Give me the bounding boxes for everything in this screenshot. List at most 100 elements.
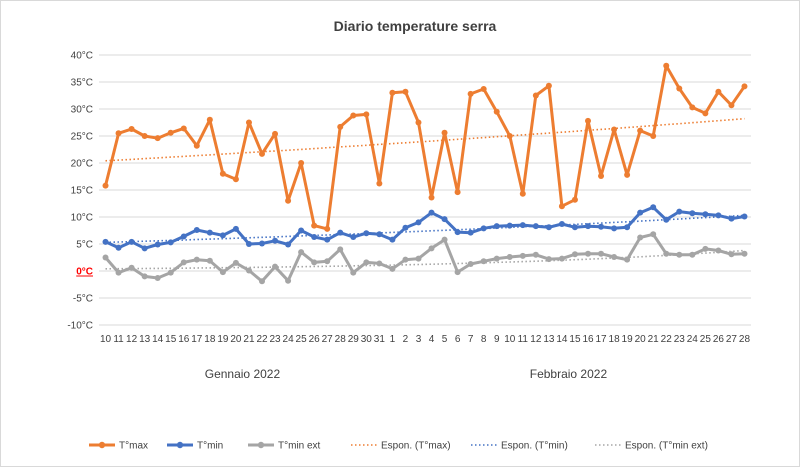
data-point <box>728 215 735 222</box>
y-tick-label: 10°C <box>71 213 93 224</box>
legend-label: Espon. (T°min ext) <box>625 441 708 452</box>
data-point <box>676 251 683 258</box>
data-point <box>454 269 461 276</box>
x-tick-label: 28 <box>739 334 751 345</box>
data-point <box>180 125 187 132</box>
data-point <box>337 229 344 236</box>
data-point <box>663 250 670 257</box>
data-point <box>272 130 279 137</box>
data-point <box>115 269 122 276</box>
legend-label: Espon. (T°max) <box>381 441 451 452</box>
x-group-label: Febbraio 2022 <box>530 367 608 381</box>
trendline-2 <box>105 249 745 270</box>
data-point <box>141 245 148 252</box>
data-point <box>663 62 670 69</box>
data-point <box>715 88 722 95</box>
data-point <box>154 241 161 248</box>
data-point <box>206 229 213 236</box>
trendline-1 <box>105 214 745 244</box>
data-point <box>480 258 487 265</box>
legend-label: T°min ext <box>278 441 321 452</box>
data-point <box>259 240 265 247</box>
data-point <box>454 229 461 236</box>
y-tick-label: 0°C <box>76 267 93 278</box>
legend-marker <box>98 441 106 449</box>
x-tick-label: 8 <box>481 334 487 345</box>
x-tick-label: 18 <box>204 334 216 345</box>
x-tick-label: 26 <box>309 334 321 345</box>
data-point <box>402 256 409 263</box>
data-point <box>389 236 396 243</box>
x-group-label: Gennaio 2022 <box>205 367 281 381</box>
data-point <box>219 232 226 239</box>
y-tick-label: -10°C <box>67 321 93 332</box>
legend-marker <box>257 441 265 449</box>
data-point <box>311 233 318 240</box>
data-point <box>337 123 344 130</box>
x-axis-month-labels: Gennaio 2022 Febbraio 2022 <box>205 367 608 381</box>
x-tick-label: 23 <box>674 334 686 345</box>
x-tick-label: 20 <box>230 334 242 345</box>
data-point <box>376 231 383 238</box>
data-point <box>376 260 383 267</box>
data-point <box>324 236 331 243</box>
data-point <box>206 116 213 123</box>
data-point <box>467 229 474 236</box>
data-series <box>102 62 748 285</box>
data-point <box>128 238 135 245</box>
series-1 <box>102 204 748 252</box>
y-tick-label: 30°C <box>71 105 93 116</box>
data-point <box>715 247 722 254</box>
data-point <box>558 221 565 228</box>
data-point <box>298 249 305 256</box>
legend-item: T°max <box>89 441 148 452</box>
x-tick-label: 11 <box>113 334 124 345</box>
data-point <box>206 257 213 264</box>
data-point <box>298 227 305 234</box>
data-point <box>545 224 552 231</box>
data-point <box>219 170 226 177</box>
data-point <box>532 92 539 99</box>
data-point <box>428 245 435 252</box>
x-tick-label: 10 <box>504 334 516 345</box>
data-point <box>285 277 292 284</box>
x-tick-label: 23 <box>269 334 281 345</box>
data-point <box>689 210 696 217</box>
data-point <box>598 172 605 179</box>
data-point <box>128 125 135 132</box>
data-point <box>311 222 318 229</box>
data-point <box>324 258 331 265</box>
x-tick-label: 29 <box>348 334 360 345</box>
data-point <box>415 119 422 126</box>
data-point <box>519 252 526 259</box>
data-point <box>102 182 109 189</box>
data-point <box>663 216 670 223</box>
data-point <box>193 142 200 149</box>
x-tick-label: 26 <box>713 334 725 345</box>
data-point <box>285 197 292 204</box>
x-tick-label: 14 <box>152 334 164 345</box>
data-point <box>585 250 591 257</box>
x-tick-label: 17 <box>191 334 203 345</box>
x-tick-label: 13 <box>543 334 555 345</box>
data-point <box>611 126 618 133</box>
data-point <box>193 256 200 263</box>
x-tick-label: 21 <box>243 334 255 345</box>
data-point <box>519 222 526 229</box>
x-tick-label: 15 <box>165 334 177 345</box>
data-point <box>506 133 513 139</box>
data-point <box>167 239 174 246</box>
data-point <box>363 230 370 237</box>
y-tick-label: 35°C <box>71 78 93 89</box>
data-point <box>167 129 174 136</box>
data-point <box>545 256 552 263</box>
data-point <box>624 171 631 178</box>
x-tick-label: 25 <box>296 334 308 345</box>
data-point <box>637 127 644 134</box>
legend-label: Espon. (T°min) <box>501 441 568 452</box>
data-point <box>350 269 357 276</box>
y-tick-label: 40°C <box>71 51 93 62</box>
data-point <box>728 102 735 109</box>
data-point <box>650 133 657 139</box>
